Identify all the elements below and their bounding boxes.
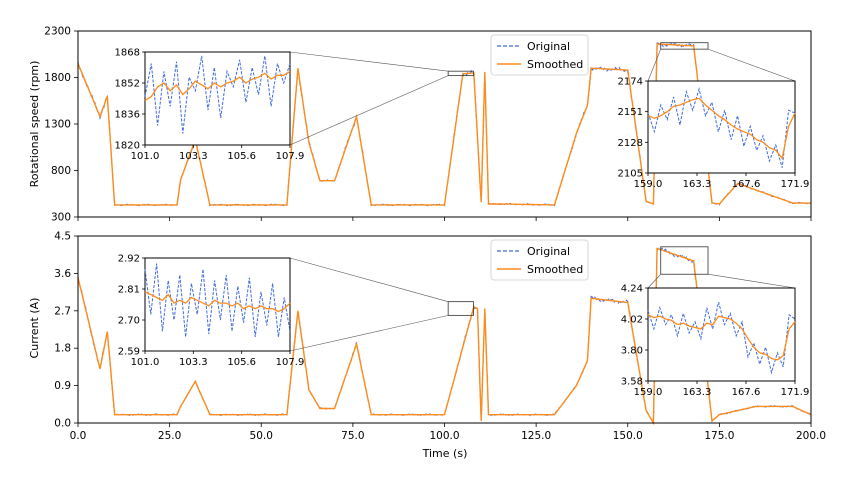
inset-x-tick-label: 159.0 [634,387,663,398]
connector-line [647,274,661,289]
inset-y-tick-label: 3.58 [621,377,643,388]
inset-frame [647,287,796,382]
xlabel: Time (s) [422,447,468,460]
y-tick-label: 0.0 [54,418,71,430]
connector-line [647,49,662,82]
inset-frame [144,51,291,146]
y-tick-label: 2.7 [54,305,71,317]
zoom-region [447,301,474,316]
inset-smoothed-line [144,291,291,313]
inset-y-tick-label: 1852 [115,79,140,90]
inset-y-tick-label: 4.02 [621,315,643,326]
x-tick-label: 25.0 [158,430,181,442]
inset-x-tick-label: 103.3 [179,151,208,162]
legend-box [490,34,589,76]
y-tick-label: 300 [51,212,71,224]
axes-frame [77,235,812,424]
x-tick-label: 75.0 [341,430,364,442]
legend-label-original: Original [527,245,570,258]
inset-original-line [144,263,291,337]
y-tick-label: 1800 [44,72,71,84]
inset-x-tick-label: 163.3 [683,179,712,190]
inset-x-tick-label: 101.0 [131,357,160,368]
connector-line [289,51,449,72]
connector-line [289,257,449,302]
y-tick-label: 3.6 [54,268,71,280]
y-tick-label: 1.8 [54,343,71,355]
legend-box [490,239,589,281]
y-tick-label: 800 [51,165,71,177]
legend-label-smoothed: Smoothed [527,58,583,71]
inset-frame [647,80,796,174]
inset-x-tick-label: 159.0 [634,179,663,190]
ylabel-top: Rotational speed (rpm) [28,61,41,188]
inset-x-tick-label: 171.9 [781,387,810,398]
zoom-region [447,70,474,77]
inset-x-tick-label: 107.9 [276,357,305,368]
inset-original-line [647,301,796,375]
inset-y-tick-label: 3.80 [621,346,643,357]
y-tick-label: 1300 [44,119,71,131]
inset-original-line [144,55,291,134]
series-smoothed-line [77,43,811,206]
inset-y-tick-label: 2.59 [118,347,140,358]
x-tick-label: 150.0 [613,430,643,442]
inset-x-tick-label: 107.9 [276,151,305,162]
legend-label-original: Original [527,40,570,53]
legend-label-smoothed: Smoothed [527,263,583,276]
ylabel-bottom: Current (A) [28,298,41,359]
connector-line [289,75,449,146]
inset-y-tick-label: 2128 [618,138,643,149]
inset-x-tick-label: 167.6 [732,387,761,398]
axes-frame [77,30,812,218]
connector-line [707,273,796,289]
inset-x-tick-label: 103.3 [179,357,208,368]
x-tick-label: 200.0 [796,430,826,442]
inset-x-tick-label: 167.6 [732,179,761,190]
inset-y-tick-label: 2.70 [118,316,140,327]
x-tick-label: 0.0 [70,430,87,442]
inset-y-tick-label: 4.24 [621,284,643,295]
series-smoothed-line [77,247,812,426]
inset-x-tick-label: 163.3 [683,387,712,398]
inset-y-tick-label: 1868 [115,48,140,59]
x-tick-label: 125.0 [521,430,551,442]
connector-line [707,48,796,82]
inset-y-tick-label: 2.81 [118,285,140,296]
inset-x-tick-label: 171.9 [781,179,810,190]
inset-y-tick-label: 2151 [618,107,643,118]
inset-original-line [647,87,796,168]
y-tick-label: 4.5 [54,231,71,243]
zoom-region [660,42,709,50]
inset-smoothed-line [144,70,291,101]
inset-y-tick-label: 1836 [115,110,140,121]
zoom-region [660,246,709,275]
y-tick-label: 2300 [44,26,71,38]
inset-smoothed-line [647,314,796,361]
y-tick-label: 0.9 [54,380,71,392]
inset-y-tick-label: 2105 [618,169,643,180]
x-tick-label: 175.0 [704,430,734,442]
inset-x-tick-label: 105.6 [227,357,256,368]
inset-smoothed-line [647,97,796,160]
inset-y-tick-label: 2.92 [118,254,140,265]
inset-x-tick-label: 105.6 [227,151,256,162]
x-tick-label: 100.0 [429,430,459,442]
inset-x-tick-label: 101.0 [131,151,160,162]
connector-line [289,315,449,352]
inset-y-tick-label: 2174 [618,77,643,88]
x-tick-label: 50.0 [250,430,273,442]
inset-frame [144,257,291,352]
inset-y-tick-label: 1820 [115,141,140,152]
